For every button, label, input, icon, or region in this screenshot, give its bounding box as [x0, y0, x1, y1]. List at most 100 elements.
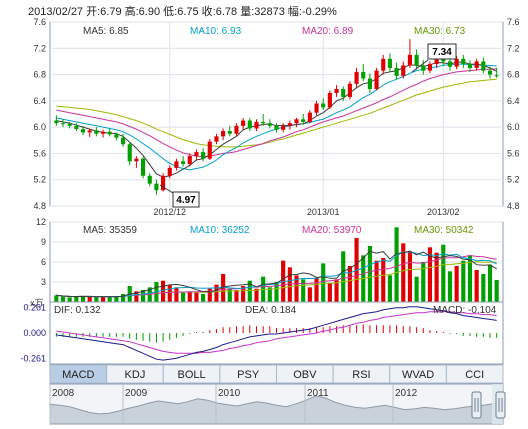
volume-bar — [347, 266, 352, 302]
candle-body — [174, 161, 179, 168]
candlesticks — [54, 39, 499, 195]
volume-bar — [407, 251, 413, 302]
volume-bar — [194, 292, 199, 302]
candle-body — [301, 119, 306, 122]
volume-ma10-line — [56, 251, 497, 298]
price-y-tick-left: 6.8 — [33, 70, 46, 80]
vol-ma20-label: MA20: 53970 — [302, 225, 362, 236]
price-y-tick-left: 5.6 — [33, 148, 46, 158]
volume-y-ticks: 12 9 6 3 — [36, 217, 46, 287]
volume-bar — [241, 286, 246, 302]
candle-body — [120, 137, 126, 145]
candle-body — [401, 65, 406, 76]
volume-bar — [181, 292, 186, 302]
price-y-tick-left: 4.8 — [33, 201, 46, 211]
volume-bar — [134, 291, 139, 302]
candle-body — [307, 112, 312, 122]
candle-body — [387, 58, 392, 68]
candle-body — [114, 134, 119, 138]
price-y-tick-right: 6.0 — [507, 122, 520, 132]
volume-bar — [414, 276, 419, 302]
indicator-tabs: MACD KDJ BOLL PSY OBV RSI WVAD CCI — [49, 364, 504, 384]
candle-body — [287, 123, 292, 126]
volume-bar — [74, 296, 79, 302]
volume-bar — [94, 297, 99, 302]
candle-body — [241, 120, 246, 126]
tab-cci[interactable] — [445, 364, 504, 384]
macd-y-tick: -0.261 — [20, 353, 46, 363]
volume-y-tick: 12 — [36, 217, 46, 227]
candle-body — [60, 123, 66, 125]
high-annotation: 7.34 — [411, 43, 457, 73]
volume-bar — [401, 243, 406, 302]
volume-bar — [421, 262, 426, 302]
price-y-tick-right: 7.2 — [507, 43, 520, 53]
volume-bar — [381, 258, 386, 302]
candle-body — [147, 175, 152, 184]
candle-body — [354, 71, 359, 84]
vol-ma10-label: MA10: 36252 — [190, 225, 250, 236]
volume-bar — [474, 270, 479, 302]
candle-body — [221, 131, 226, 137]
volume-bar — [274, 282, 279, 302]
volume-unit-label: x万 — [30, 298, 44, 308]
price-y-tick-left: 5.2 — [33, 175, 46, 185]
candle-body — [254, 121, 259, 129]
ma10-label: MA10: 6.93 — [190, 26, 242, 37]
candle-body — [494, 75, 499, 77]
candle-body — [461, 58, 466, 65]
volume-bar — [161, 280, 166, 302]
candle-body — [87, 130, 92, 133]
tab-label: RSI — [352, 369, 370, 381]
candle-body — [441, 58, 446, 62]
tab-label: WVAD — [402, 369, 434, 381]
volume-bar — [447, 271, 453, 302]
tab-label: PSY — [237, 369, 260, 381]
low-value-label: 4.97 — [176, 195, 196, 206]
tab-label: BOLL — [177, 369, 205, 381]
ma30-line — [56, 78, 497, 148]
volume-bar — [307, 287, 312, 302]
volume-bar — [387, 275, 392, 302]
candle-body — [207, 141, 212, 159]
volume-bar — [214, 284, 219, 302]
price-x-tick: 2013/02 — [427, 207, 460, 217]
volume-bar — [267, 287, 272, 302]
navigator-year-label: 2010 — [218, 388, 241, 399]
volume-bar — [167, 284, 172, 302]
navigator-handle-right[interactable] — [495, 391, 506, 419]
macd-label: MACD: -0.104 — [433, 305, 497, 316]
candle-body — [94, 130, 99, 134]
dif-line — [56, 306, 497, 361]
candle-body — [381, 58, 386, 71]
volume-bar — [207, 288, 212, 302]
ma20-label: MA20: 6.89 — [302, 26, 354, 37]
tab-label: OBV — [293, 369, 317, 381]
volume-bar — [454, 266, 459, 302]
volume-bar — [87, 296, 92, 302]
navigator-year-label: 2008 — [52, 388, 75, 399]
candle-body — [227, 131, 232, 134]
volume-bar — [221, 274, 226, 302]
price-y-tick-right: 5.2 — [507, 175, 520, 185]
volume-bar — [227, 288, 232, 302]
vol-ma5-label: MA5: 35359 — [83, 225, 137, 236]
candle-body — [394, 68, 399, 76]
volume-bar — [114, 296, 119, 302]
navigator-handle-left[interactable] — [471, 391, 482, 419]
macd-y-tick: 0.261 — [23, 303, 46, 313]
price-grid — [50, 21, 503, 207]
tab-label: KDJ — [125, 369, 146, 381]
volume-bar — [234, 290, 239, 302]
candle-body — [347, 83, 352, 97]
volume-bar — [247, 280, 252, 302]
volume-bar — [67, 297, 72, 302]
low-annotation: 4.97 — [159, 184, 200, 208]
volume-bar — [367, 246, 372, 302]
price-y-tick-left: 7.6 — [33, 17, 46, 27]
navigator-year-label: 2012 — [395, 388, 418, 399]
candle-body — [454, 58, 459, 67]
candle-body — [474, 61, 479, 68]
volume-bar — [80, 296, 86, 302]
price-y-tick-right: 6.4 — [507, 96, 520, 106]
